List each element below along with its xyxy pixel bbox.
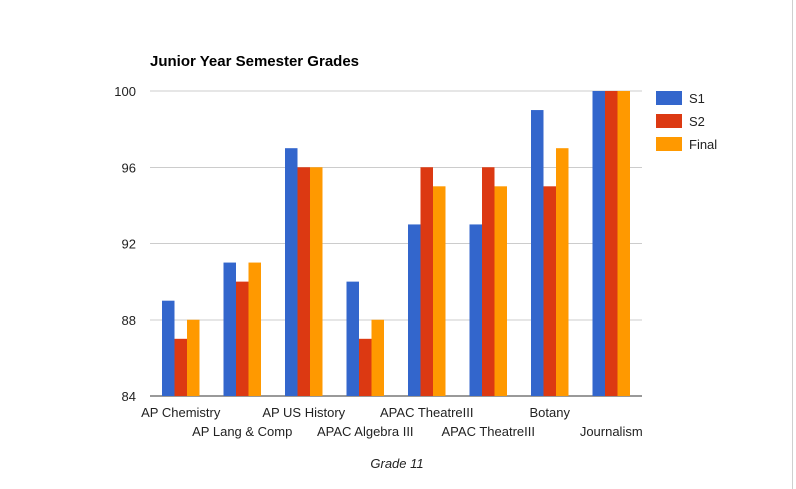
- bar-s2: [482, 167, 495, 396]
- chart-title: Junior Year Semester Grades: [150, 53, 359, 70]
- panel-border: [792, 0, 793, 489]
- x-axis-title: Grade 11: [370, 456, 423, 471]
- x-category-label: AP Chemistry: [141, 405, 221, 420]
- bar-s1: [408, 224, 421, 396]
- x-category-label: APAC TheatreIII: [380, 405, 473, 420]
- bar-final: [556, 148, 569, 396]
- bar-s1: [223, 262, 236, 396]
- legend-swatch: [656, 91, 682, 105]
- legend: S1 S2 Final: [656, 91, 717, 152]
- legend-label: S1: [689, 91, 705, 106]
- legend-label: Final: [689, 137, 717, 152]
- bar-s1: [469, 224, 482, 396]
- bar-final: [248, 262, 261, 396]
- bar-s1: [162, 300, 175, 396]
- bar-final: [494, 186, 507, 396]
- bar-s1: [285, 148, 298, 396]
- bar-s2: [236, 281, 249, 396]
- y-tick-label: 100: [114, 84, 136, 99]
- bar-s2: [605, 91, 618, 396]
- x-category-label: AP US History: [262, 405, 345, 420]
- bar-final: [433, 186, 446, 396]
- x-axis-categories: AP Chemistry AP Lang & Comp AP US History A…: [141, 405, 643, 439]
- bar-final: [371, 319, 384, 396]
- x-category-label: Journalism: [580, 424, 643, 439]
- x-category-label: APAC Algebra III: [317, 424, 414, 439]
- bars: [162, 91, 630, 396]
- bar-s2: [297, 167, 310, 396]
- y-tick-label: 92: [122, 237, 136, 252]
- y-tick-label: 96: [122, 160, 136, 175]
- x-category-label: APAC TheatreIII: [442, 424, 535, 439]
- legend-swatch: [656, 114, 682, 128]
- bar-s1: [531, 110, 544, 396]
- y-axis-ticks: 84 88 92 96 100: [114, 84, 136, 404]
- bar-final: [617, 91, 630, 396]
- y-tick-label: 84: [122, 389, 136, 404]
- bar-s1: [592, 91, 605, 396]
- x-category-label: AP Lang & Comp: [192, 424, 292, 439]
- bar-final: [310, 167, 323, 396]
- legend-swatch: [656, 137, 682, 151]
- x-category-label: Botany: [530, 405, 571, 420]
- bar-s1: [346, 281, 359, 396]
- bar-s2: [543, 186, 556, 396]
- legend-label: S2: [689, 114, 705, 129]
- bar-s2: [174, 338, 187, 396]
- bar-s2: [420, 167, 433, 396]
- bar-s2: [359, 338, 372, 396]
- y-tick-label: 88: [122, 313, 136, 328]
- bar-final: [187, 319, 200, 396]
